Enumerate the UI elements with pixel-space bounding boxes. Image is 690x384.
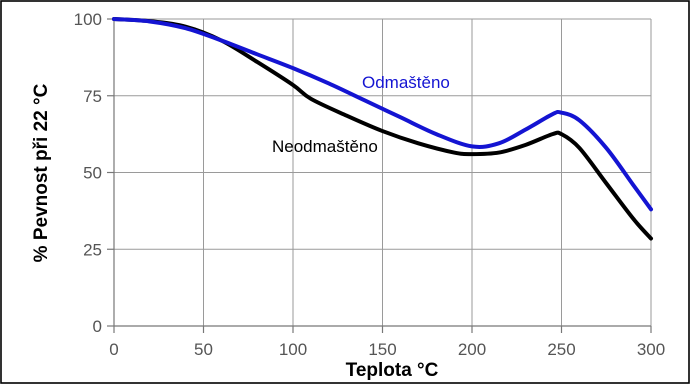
series-line-odmasteno [112, 17, 653, 212]
y-tick-label: 25 [83, 240, 102, 259]
series-lines [112, 17, 653, 241]
y-tick-label: 100 [74, 10, 102, 29]
x-tick-label: 150 [368, 340, 396, 359]
y-tick-label: 75 [83, 87, 102, 106]
y-tick-label: 0 [93, 317, 102, 336]
y-axis-title: % Pevnost při 22 °C [31, 83, 52, 262]
grid [114, 18, 652, 326]
x-tick-label: 0 [109, 340, 118, 359]
x-tick-label: 50 [194, 340, 213, 359]
x-tick-label: 300 [637, 340, 665, 359]
series-label-neodmasteno: Neodmaštěno [272, 137, 378, 156]
tick-labels: 0 50 100 150 200 250 300 0 25 50 75 100 [74, 10, 666, 359]
y-tick-label: 50 [83, 164, 102, 183]
x-tick-label: 200 [458, 340, 486, 359]
x-tick-label: 100 [279, 340, 307, 359]
x-axis-title: Teplota °C [346, 360, 439, 381]
axes [107, 18, 652, 333]
x-tick-label: 250 [547, 340, 575, 359]
series-label-odmasteno: Odmaštěno [362, 73, 450, 92]
